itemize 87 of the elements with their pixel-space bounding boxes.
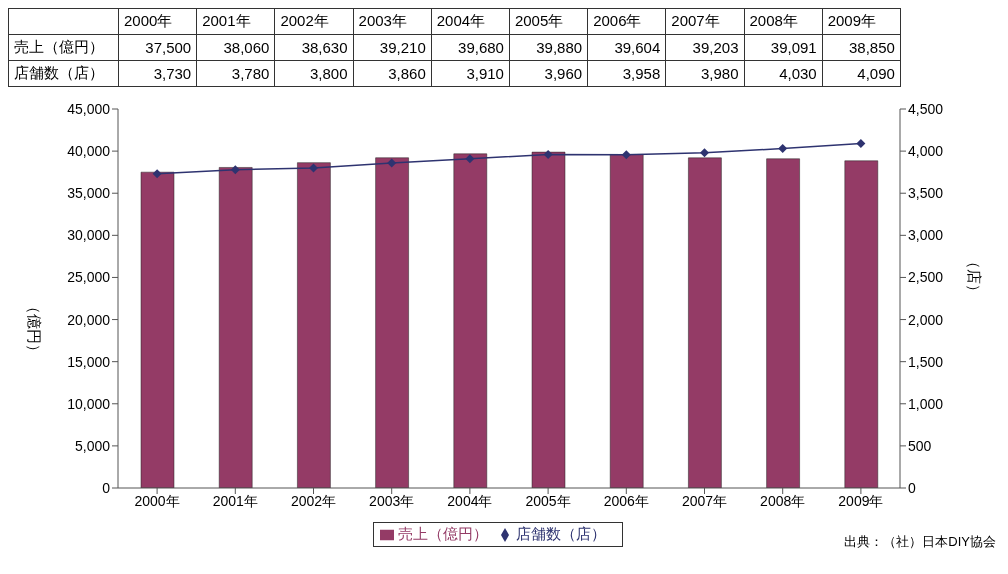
data-label: 39,203 [665, 34, 744, 61]
y-tick-label: 40,000 [67, 143, 111, 160]
point [700, 148, 709, 158]
data-label: 39,880 [509, 34, 588, 61]
category-label: 2007年 [671, 12, 720, 29]
x-tick-label: 2006年 [603, 492, 649, 509]
y2-tick-label: 3,000 [908, 227, 944, 244]
data-label: 3,960 [509, 60, 588, 87]
y2-tick-label: 0 [908, 479, 916, 496]
legend-label: 店舗数（店） [516, 525, 606, 542]
x-tick-label: 2004年 [447, 492, 493, 509]
point [230, 165, 240, 175]
bar [218, 167, 253, 488]
y2-tick-label: 500 [908, 437, 932, 454]
point [309, 163, 318, 173]
bar [453, 153, 488, 488]
y2-tick-label: 1,000 [908, 395, 944, 412]
bar [140, 171, 175, 488]
data-label: 39,210 [353, 34, 432, 61]
data-label: 39,680 [431, 34, 510, 61]
legend-label: 売上（億円） [398, 525, 488, 542]
point [465, 154, 475, 164]
data-label: 3,780 [196, 60, 275, 87]
y-tick-label: 15,000 [67, 353, 111, 370]
y2-tick-label: 1,500 [908, 353, 944, 370]
data-label: 38,630 [274, 34, 354, 61]
y2-tick-label: 3,500 [908, 185, 944, 202]
x-tick-label: 2000年 [134, 492, 180, 509]
category-label: 2003年 [358, 12, 407, 29]
data-label: 39,604 [587, 34, 666, 61]
point [543, 149, 553, 159]
y-tick-label: 5,000 [74, 437, 111, 454]
y-tick-label: 20,000 [67, 311, 111, 328]
x-tick-label: 2005年 [525, 492, 571, 509]
data-label: 3,800 [274, 60, 354, 87]
x-tick-label: 2003年 [369, 492, 415, 509]
y2-tick-label: 2,500 [908, 269, 944, 286]
y2-tick-label: 4,500 [908, 100, 944, 117]
text: 店舗数（店） [14, 64, 104, 81]
data-label: 3,860 [353, 60, 432, 87]
point [152, 169, 162, 179]
text: 売上（億円） [14, 38, 104, 55]
category-label: 2008年 [749, 12, 798, 29]
point [387, 158, 397, 168]
bar [844, 160, 879, 488]
y-tick-label: 0 [102, 479, 111, 496]
x-tick-label: 2008年 [760, 492, 806, 509]
data-label: 38,060 [196, 34, 275, 61]
category-label: 2009年 [827, 12, 877, 29]
y-axis-title: （億円） [25, 298, 43, 359]
category-label: 2001年 [202, 12, 251, 29]
x-tick-label: 2009年 [838, 492, 884, 509]
point [778, 144, 788, 154]
bar [297, 162, 331, 488]
y2-tick-label: 2,000 [908, 311, 944, 328]
data-label: 37,500 [118, 34, 197, 61]
y-tick-label: 30,000 [67, 227, 111, 244]
y-tick-label: 10,000 [67, 395, 111, 412]
bar [531, 151, 566, 488]
category-label: 2005年 [514, 12, 564, 29]
bar [609, 154, 644, 488]
x-tick-label: 2001年 [212, 492, 258, 509]
category-label: 2004年 [436, 12, 486, 29]
bar [375, 157, 409, 488]
y-tick-label: 25,000 [67, 269, 111, 286]
x-tick-label: 2002年 [290, 492, 337, 509]
category-label: 2000年 [124, 12, 173, 29]
y2-tick-label: 4,000 [908, 143, 944, 160]
category-label: 2002年 [280, 12, 329, 29]
x-tick-label: 2007年 [681, 492, 728, 509]
data-label: 3,958 [587, 60, 666, 87]
data-label: 4,030 [744, 60, 823, 87]
point [856, 139, 866, 149]
y-tick-label: 35,000 [67, 185, 111, 202]
data-label: 38,850 [822, 34, 901, 61]
data-label: 3,980 [665, 60, 744, 87]
y2-axis-title: （店） [965, 253, 983, 299]
data-label: 4,090 [822, 60, 901, 87]
data-label: 39,091 [744, 34, 823, 61]
data-label: 3,910 [431, 60, 510, 87]
source-note: 出典：（社）日本DIY協会 [844, 533, 996, 551]
category-label: 2006年 [593, 12, 642, 29]
point [621, 150, 631, 160]
y-tick-label: 45,000 [67, 100, 111, 117]
data-label: 3,730 [118, 60, 197, 87]
bar [688, 157, 722, 488]
bar [766, 158, 800, 488]
